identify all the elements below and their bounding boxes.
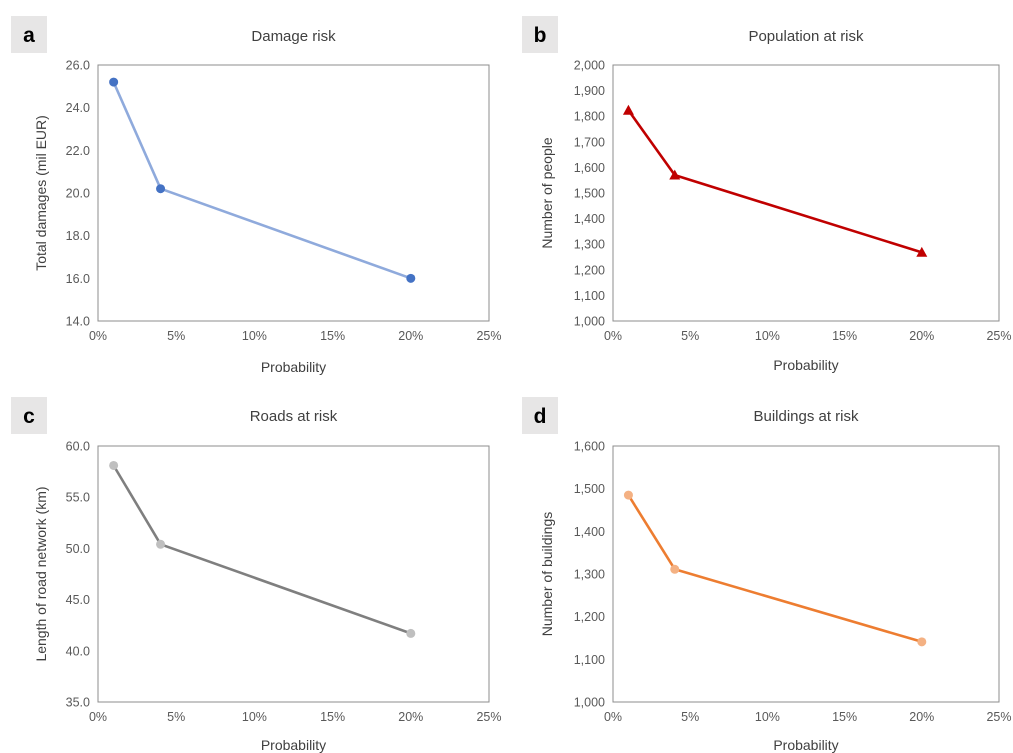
chart-a-y-axis-label: Total damages (mil EUR) xyxy=(33,115,49,271)
chart-b-data-point xyxy=(916,246,928,257)
chart-d-y-tick-label: 1,400 xyxy=(574,525,605,539)
chart-d-y-tick-label: 1,200 xyxy=(574,610,605,624)
chart-c-data-point xyxy=(156,539,166,549)
chart-b-x-tick-label: 0% xyxy=(604,329,622,343)
chart-d-panel-letter: d xyxy=(534,405,547,428)
chart-b-y-tick-label: 1,200 xyxy=(574,263,605,277)
chart-c-x-tick-label: 0% xyxy=(89,710,107,724)
chart-a-data-point xyxy=(109,77,119,87)
chart-c-plot-area xyxy=(97,445,490,703)
chart-b-x-tick-label: 20% xyxy=(909,329,934,343)
chart-d-y-tick-label: 1,100 xyxy=(574,653,605,667)
chart-a-plot-area xyxy=(97,64,490,322)
chart-a-data-point xyxy=(406,273,416,283)
chart-c-y-axis-label: Length of road network (km) xyxy=(33,486,49,661)
chart-c-y-tick-label: 50.0 xyxy=(66,542,90,556)
chart-c-x-tick-label: 10% xyxy=(242,710,267,724)
chart-a-y-tick-label: 20.0 xyxy=(66,187,90,201)
chart-d-plot-area xyxy=(612,445,1000,703)
chart-d-y-tick-label: 1,300 xyxy=(574,568,605,582)
chart-d-y-tick-label: 1,600 xyxy=(574,440,605,454)
chart-b-x-tick-label: 5% xyxy=(681,329,699,343)
chart-d-panel-badge xyxy=(522,397,558,434)
chart-c: c Roads at risk 35.0 40.0 45.0 50.0 55.0 60.0 0%… xyxy=(11,397,502,753)
chart-a-x-tick-label: 10% xyxy=(242,329,267,343)
chart-d-x-tick-label: 5% xyxy=(681,710,699,724)
chart-a-x-tick-label: 15% xyxy=(320,329,345,343)
chart-c-x-tick-label: 25% xyxy=(476,710,501,724)
chart-a-x-tick-label: 25% xyxy=(476,329,501,343)
chart-c-data-point xyxy=(406,628,416,638)
chart-d-y-axis-label: Number of buildings xyxy=(539,512,555,637)
chart-d-y-tick-label: 1,000 xyxy=(574,696,605,710)
chart-b-y-tick-label: 1,300 xyxy=(574,238,605,252)
chart-c-x-tick-label: 20% xyxy=(398,710,423,724)
chart-b-y-tick-label: 1,800 xyxy=(574,110,605,124)
chart-c-y-tick-label: 40.0 xyxy=(66,644,90,658)
chart-c-y-tick-label: 60.0 xyxy=(66,440,90,454)
chart-a-panel-letter: a xyxy=(23,24,35,47)
chart-b-panel-letter: b xyxy=(534,24,547,47)
chart-a-title: Damage risk xyxy=(251,28,336,45)
chart-c-series-line xyxy=(112,464,413,635)
chart-b-data-point xyxy=(669,169,681,180)
chart-a-y-tick-label: 16.0 xyxy=(66,272,90,286)
chart-b: b Population at risk 1,000 1,100 1,200 1,300 1… xyxy=(522,16,1012,373)
chart-d-x-tick-label: 10% xyxy=(755,710,780,724)
chart-b-y-tick-label: 1,600 xyxy=(574,161,605,175)
chart-c-x-tick-label: 5% xyxy=(167,710,185,724)
chart-b-y-tick-label: 2,000 xyxy=(574,59,605,73)
chart-d-x-tick-label: 15% xyxy=(832,710,857,724)
chart-d-y-tick-label: 1,500 xyxy=(574,482,605,496)
chart-b-y-tick-label: 1,400 xyxy=(574,212,605,226)
chart-b-x-axis-label: Probability xyxy=(773,357,838,373)
chart-d-data-point xyxy=(623,490,633,500)
chart-a-y-tick-label: 24.0 xyxy=(66,101,90,115)
chart-b-title: Population at risk xyxy=(748,28,864,45)
chart-a-x-tick-label: 5% xyxy=(167,329,185,343)
chart-c-x-tick-label: 15% xyxy=(320,710,345,724)
chart-a-y-tick-label: 14.0 xyxy=(66,315,90,329)
chart-c-y-tick-label: 45.0 xyxy=(66,593,90,607)
chart-d-x-tick-label: 0% xyxy=(604,710,622,724)
chart-b-y-tick-label: 1,900 xyxy=(574,84,605,98)
chart-a-data-point xyxy=(156,184,166,194)
chart-b-panel-badge xyxy=(522,16,558,53)
chart-a-x-tick-label: 20% xyxy=(398,329,423,343)
chart-a-y-tick-label: 26.0 xyxy=(66,59,90,73)
chart-b-x-tick-label: 25% xyxy=(986,329,1011,343)
chart-a-x-tick-label: 0% xyxy=(89,329,107,343)
chart-b-data-point xyxy=(622,104,634,115)
chart-d-x-tick-label: 20% xyxy=(909,710,934,724)
chart-c-panel-badge xyxy=(11,397,47,434)
chart-a-x-axis-label: Probability xyxy=(261,359,326,375)
chart-a-panel-badge xyxy=(11,16,47,53)
chart-d-data-point xyxy=(670,564,680,574)
chart-c-data-point xyxy=(109,460,119,470)
chart-c-panel-letter: c xyxy=(23,405,35,428)
chart-a-y-tick-label: 22.0 xyxy=(66,144,90,158)
chart-c-y-tick-label: 35.0 xyxy=(66,696,90,710)
chart-b-series-line xyxy=(627,109,924,254)
chart-c-title: Roads at risk xyxy=(250,408,338,425)
chart-b-x-tick-label: 10% xyxy=(755,329,780,343)
chart-b-plot-area xyxy=(612,64,1000,322)
chart-d-title: Buildings at risk xyxy=(753,408,859,425)
chart-b-y-tick-label: 1,100 xyxy=(574,289,605,303)
chart-b-y-tick-label: 1,700 xyxy=(574,135,605,149)
chart-c-y-tick-label: 55.0 xyxy=(66,491,90,505)
chart-b-x-tick-label: 15% xyxy=(832,329,857,343)
chart-c-x-axis-label: Probability xyxy=(261,737,326,753)
chart-a-y-tick-label: 18.0 xyxy=(66,229,90,243)
chart-d-x-tick-label: 25% xyxy=(986,710,1011,724)
chart-d: d Buildings at risk 1,000 1,100 1,200 1,300 1,… xyxy=(522,397,1012,753)
chart-d-x-axis-label: Probability xyxy=(773,737,838,753)
chart-a-series-line xyxy=(112,80,413,280)
chart-a: a Damage risk 14.0 16.0 18.0 20.0 22.0 24.0 26.0… xyxy=(11,16,502,375)
chart-d-data-point xyxy=(917,637,927,647)
chart-b-y-tick-label: 1,500 xyxy=(574,187,605,201)
chart-b-y-axis-label: Number of people xyxy=(539,137,555,249)
chart-b-y-tick-label: 1,000 xyxy=(574,315,605,329)
